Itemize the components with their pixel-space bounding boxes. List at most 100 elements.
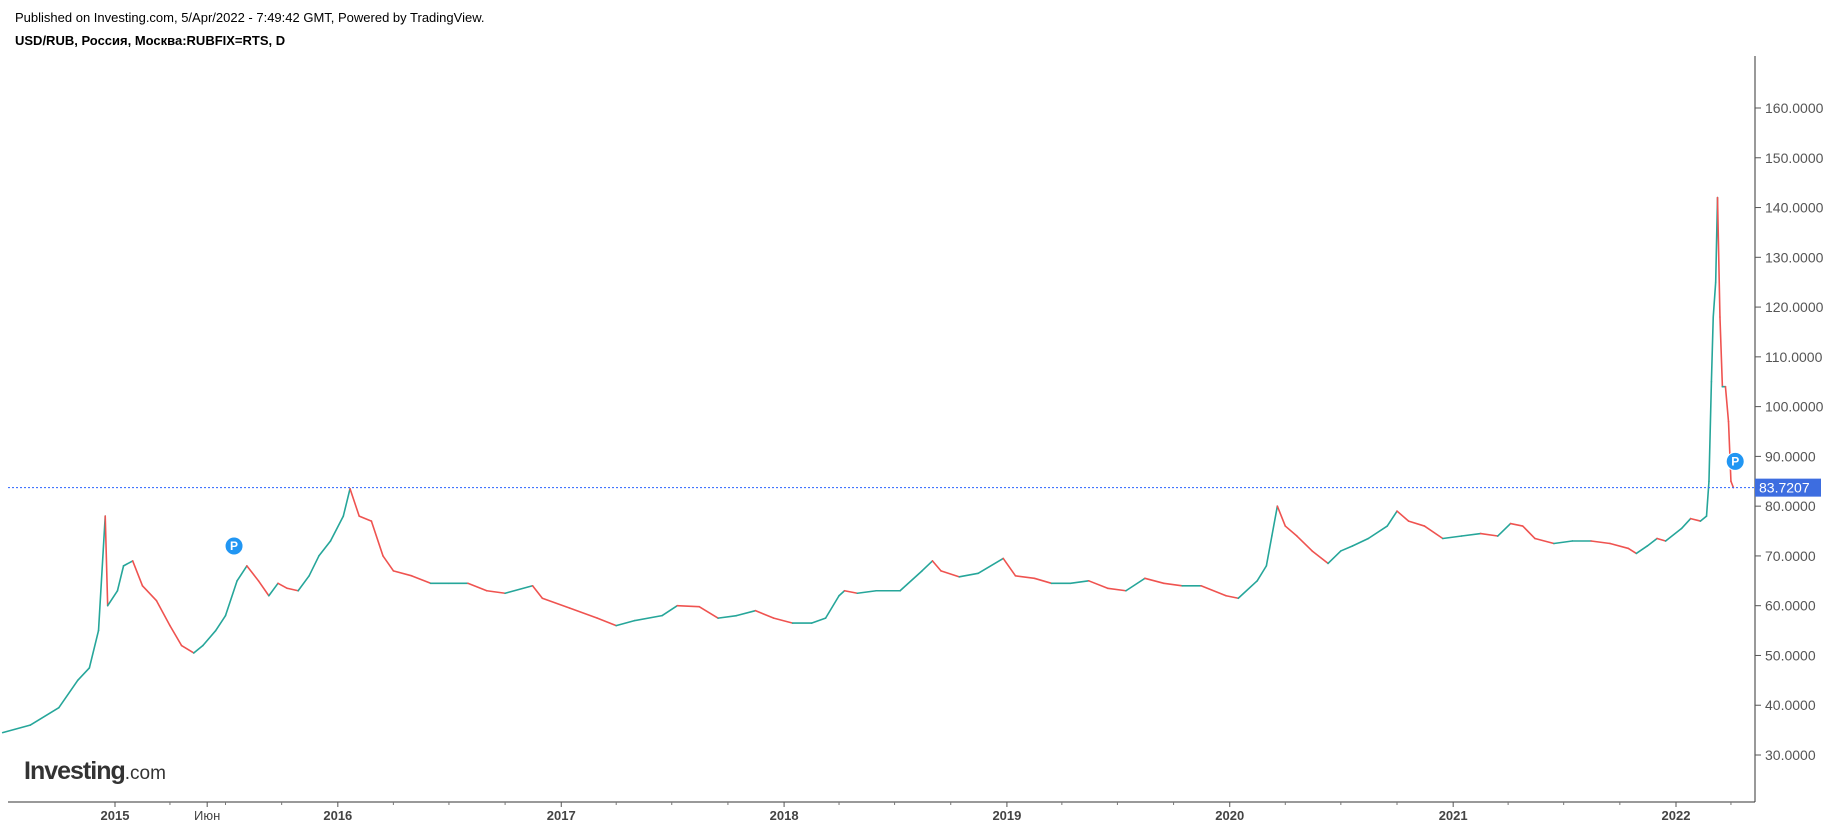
price-segment bbox=[1590, 540, 1611, 545]
price-segment bbox=[615, 619, 636, 627]
price-segment bbox=[1423, 525, 1444, 540]
price-segment bbox=[236, 565, 248, 582]
price-segment bbox=[1479, 532, 1499, 537]
price-segment bbox=[1724, 385, 1730, 423]
price-segment bbox=[1705, 480, 1710, 517]
price-segment bbox=[1689, 517, 1702, 522]
x-tick-label: 2016 bbox=[323, 808, 352, 823]
price-segment bbox=[735, 609, 757, 617]
price-segment bbox=[1699, 515, 1708, 522]
price-segment bbox=[1144, 577, 1165, 585]
x-tick-label: 2017 bbox=[547, 808, 576, 823]
price-segment bbox=[88, 629, 100, 669]
published-info: Published on Investing.com, 5/Apr/2022 -… bbox=[15, 10, 485, 25]
price-segment bbox=[1367, 525, 1389, 540]
y-tick-label: 120.0000 bbox=[1765, 299, 1824, 315]
y-tick-label: 40.0000 bbox=[1765, 697, 1816, 713]
event-markers: PP bbox=[224, 451, 1745, 556]
price-segment bbox=[531, 584, 544, 600]
price-segment bbox=[1014, 575, 1036, 580]
last-price-label: 83.7207 bbox=[1759, 480, 1810, 496]
price-segment bbox=[382, 555, 395, 572]
price-segment bbox=[308, 555, 320, 577]
y-tick-label: 70.0000 bbox=[1765, 548, 1816, 564]
price-segment bbox=[1271, 505, 1279, 537]
price-segment bbox=[297, 575, 310, 592]
y-tick-label: 160.0000 bbox=[1765, 100, 1824, 116]
price-segment bbox=[1, 724, 31, 734]
x-tick-label: 2020 bbox=[1215, 808, 1244, 823]
y-tick-label: 60.0000 bbox=[1765, 598, 1816, 614]
price-segment bbox=[76, 667, 91, 682]
price-segment bbox=[504, 584, 534, 595]
price-segment bbox=[29, 706, 60, 726]
price-segment bbox=[122, 560, 134, 567]
price-segment bbox=[467, 582, 488, 592]
price-segment bbox=[899, 570, 923, 592]
price-segment bbox=[1396, 510, 1410, 522]
price-segment bbox=[1125, 577, 1146, 592]
price-segment bbox=[698, 605, 719, 619]
price-segment bbox=[1327, 550, 1342, 565]
price-segment bbox=[1664, 527, 1683, 542]
price-segment bbox=[1237, 580, 1259, 600]
x-axis: 2015 Июн 2016 2017 2018 2019 2020 2021 2022 bbox=[101, 802, 1732, 823]
event-marker-label: P bbox=[230, 539, 238, 553]
price-segment bbox=[1553, 540, 1574, 545]
price-segment bbox=[1033, 577, 1053, 585]
x-tick-label: 2015 bbox=[101, 808, 130, 823]
price-segment bbox=[921, 560, 934, 572]
price-segment bbox=[1340, 545, 1354, 552]
price-segment bbox=[1441, 535, 1463, 540]
price-segment bbox=[1311, 550, 1329, 565]
x-tick-label: 2021 bbox=[1439, 808, 1468, 823]
price-segment bbox=[58, 679, 79, 709]
price-segment bbox=[596, 617, 618, 627]
price-segment bbox=[1627, 547, 1638, 555]
price-segment bbox=[410, 575, 432, 585]
event-marker-icon bbox=[1725, 451, 1745, 471]
y-tick-label: 140.0000 bbox=[1765, 200, 1824, 216]
price-segment bbox=[180, 644, 195, 654]
price-segment bbox=[1002, 557, 1017, 577]
price-segment bbox=[1635, 545, 1649, 555]
price-segment bbox=[1225, 594, 1240, 600]
last-price-label-bg bbox=[1755, 478, 1821, 497]
price-segment bbox=[931, 560, 942, 572]
price-segment bbox=[717, 614, 738, 619]
price-segment bbox=[569, 607, 599, 619]
price-segment bbox=[1609, 542, 1630, 550]
price-segment bbox=[342, 487, 351, 517]
price-segment bbox=[1712, 281, 1717, 318]
price-segment bbox=[1407, 520, 1426, 527]
price-segment bbox=[1296, 535, 1313, 552]
price-segment bbox=[1716, 196, 1721, 318]
price-segment bbox=[1276, 505, 1287, 527]
price-segment bbox=[155, 599, 171, 627]
price-segment bbox=[1719, 316, 1724, 388]
price-segment bbox=[1646, 537, 1658, 547]
price-segment bbox=[843, 589, 859, 595]
price-segment bbox=[1386, 510, 1398, 527]
price-segment bbox=[1708, 380, 1713, 483]
price-segment bbox=[1351, 537, 1370, 547]
price-segment bbox=[214, 614, 227, 632]
event-marker-label: P bbox=[1731, 454, 1739, 468]
price-segment bbox=[1087, 580, 1109, 590]
logo-name: Investing bbox=[24, 757, 126, 785]
price-segment bbox=[1163, 582, 1183, 587]
y-tick-label: 100.0000 bbox=[1765, 399, 1824, 415]
price-segment bbox=[246, 565, 260, 582]
price-segment bbox=[1496, 522, 1512, 537]
price-segment bbox=[1069, 580, 1090, 585]
price-segment bbox=[1680, 517, 1692, 530]
price-segment bbox=[131, 560, 144, 587]
price-segment bbox=[329, 515, 345, 542]
price-segment bbox=[661, 604, 679, 617]
x-tick-label: 2018 bbox=[770, 808, 799, 823]
y-axis: 30.0000 40.0000 50.0000 60.0000 70.0000 80.00… bbox=[1755, 100, 1824, 763]
price-segment bbox=[116, 565, 125, 592]
y-tick-label: 130.0000 bbox=[1765, 249, 1824, 265]
price-segment bbox=[370, 520, 384, 557]
